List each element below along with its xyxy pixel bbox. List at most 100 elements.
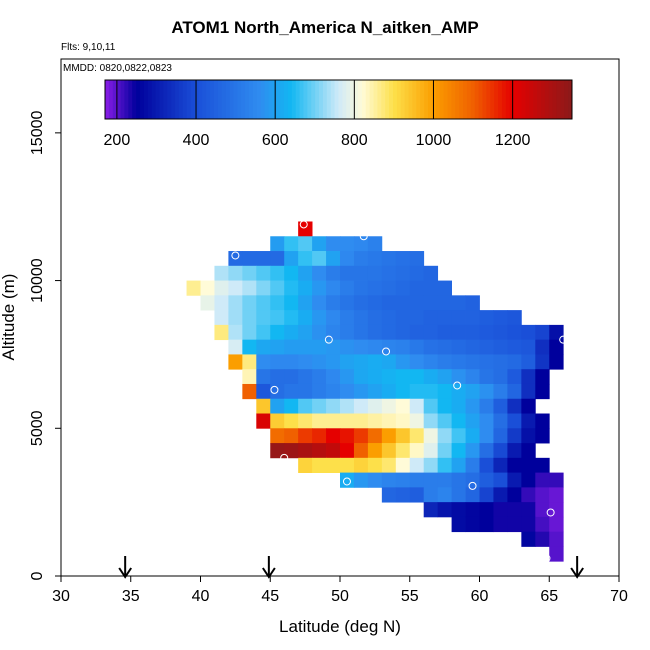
heatmap-cell — [367, 443, 383, 459]
heatmap-cell — [284, 383, 299, 400]
heatmap-cell — [353, 310, 369, 326]
heatmap-cell — [395, 369, 411, 385]
heatmap-cell — [395, 472, 411, 488]
heatmap-cell — [493, 516, 508, 533]
heatmap-cell — [451, 516, 466, 533]
heatmap-cell — [507, 339, 522, 355]
heatmap-cell — [298, 383, 313, 400]
heatmap-cell — [284, 428, 299, 444]
heatmap-cell — [535, 324, 550, 341]
heatmap-cell — [409, 383, 425, 400]
heatmap-cell — [451, 369, 466, 385]
colorbar-segment — [560, 80, 565, 119]
heatmap-cell — [395, 443, 411, 459]
heatmap-cell — [507, 487, 522, 503]
heatmap-cell — [298, 265, 313, 281]
heatmap-cell — [367, 251, 383, 267]
heatmap-cell — [465, 502, 480, 518]
heatmap-cell — [465, 487, 480, 503]
colorbar-segment — [548, 80, 554, 119]
colorbar-segment — [400, 80, 406, 119]
flight-track-points — [231, 220, 568, 563]
colorbar-segment — [280, 80, 285, 119]
heatmap-cell — [270, 339, 285, 355]
heatmap-cell — [535, 413, 550, 429]
flight-point — [359, 232, 368, 241]
heatmap-cell — [451, 413, 466, 429]
heatmap-cell — [326, 369, 341, 385]
colorbar-segment — [354, 80, 359, 119]
heatmap-cell — [535, 531, 550, 547]
colorbar-segment — [136, 80, 141, 119]
heatmap-cell — [549, 472, 564, 488]
flight-point — [342, 477, 351, 486]
heatmap-cell — [465, 443, 480, 459]
heatmap-cell — [353, 339, 369, 355]
colorbar-segment — [369, 80, 375, 119]
colorbar-segment — [486, 80, 491, 119]
heatmap-cell — [521, 369, 536, 385]
heatmap-cell — [395, 457, 411, 473]
colorbar-segment — [210, 80, 215, 119]
flight-point — [280, 453, 289, 462]
colorbar-segment — [521, 80, 526, 119]
down-arrow-icon — [118, 556, 133, 579]
x-tick-label: 30 — [52, 588, 70, 605]
heatmap-cell — [423, 280, 439, 296]
colorbar-segment — [501, 80, 507, 119]
colorbar-frame — [104, 79, 573, 120]
colorbar-segment — [124, 80, 129, 119]
heatmap-cell — [409, 413, 425, 429]
flight-point — [542, 554, 551, 563]
x-tick-label: 35 — [122, 588, 140, 605]
colorbar-segment — [151, 80, 157, 119]
colorbar-segment — [175, 80, 180, 119]
heatmap-cell — [479, 324, 494, 341]
heatmap-cell — [367, 457, 383, 473]
heatmap-cell — [186, 280, 201, 296]
heatmap-cell — [284, 251, 299, 267]
colorbar-segment — [556, 80, 561, 119]
heatmap-cell — [535, 457, 550, 473]
colorbar-segment — [404, 80, 410, 119]
colorbar-segment — [463, 80, 468, 119]
colorbar-segment — [439, 80, 445, 119]
heatmap-cell — [367, 383, 383, 400]
heatmap-cell — [521, 428, 536, 444]
heatmap-cell — [353, 295, 369, 311]
heatmap-cell — [284, 413, 299, 429]
heatmap-cell — [451, 502, 466, 518]
heatmap-cell — [256, 280, 271, 296]
dates-label: MMDD: 0820,0822,0823 — [63, 63, 172, 74]
heatmap-cell — [242, 295, 257, 311]
heatmap-cell — [465, 324, 480, 341]
colorbar-segment — [163, 80, 168, 119]
heatmap-cell — [298, 443, 313, 459]
heatmap-cell — [423, 487, 439, 503]
heatmap-cell — [521, 443, 536, 459]
flight-point — [324, 335, 333, 344]
heatmap-cell — [298, 280, 313, 296]
heatmap-cell — [535, 383, 550, 400]
colorbar-segment — [350, 80, 355, 119]
colorbar-segment — [338, 80, 343, 119]
colorbar-segment — [544, 80, 550, 119]
heatmap-cell — [549, 339, 564, 355]
heatmap-cell — [423, 265, 439, 281]
heatmap-cell — [465, 413, 480, 429]
y-axis-label: Altitude (m) — [0, 274, 18, 361]
heatmap-cell — [507, 443, 522, 459]
heatmap-cell — [270, 265, 285, 281]
heatmap-cell — [312, 398, 327, 414]
heatmap-cell — [395, 310, 411, 326]
heatmap-cell — [423, 413, 439, 429]
heatmap-cell — [451, 457, 466, 473]
latitude-markers — [118, 556, 584, 579]
heatmap-cell — [340, 265, 355, 281]
heatmap-cell — [409, 428, 425, 444]
heatmap-cell — [312, 339, 327, 355]
heatmap-cell — [367, 413, 383, 429]
colorbar-segment — [365, 80, 371, 119]
colorbar-tick-label: 1200 — [495, 132, 531, 149]
heatmap-cell — [298, 236, 313, 252]
